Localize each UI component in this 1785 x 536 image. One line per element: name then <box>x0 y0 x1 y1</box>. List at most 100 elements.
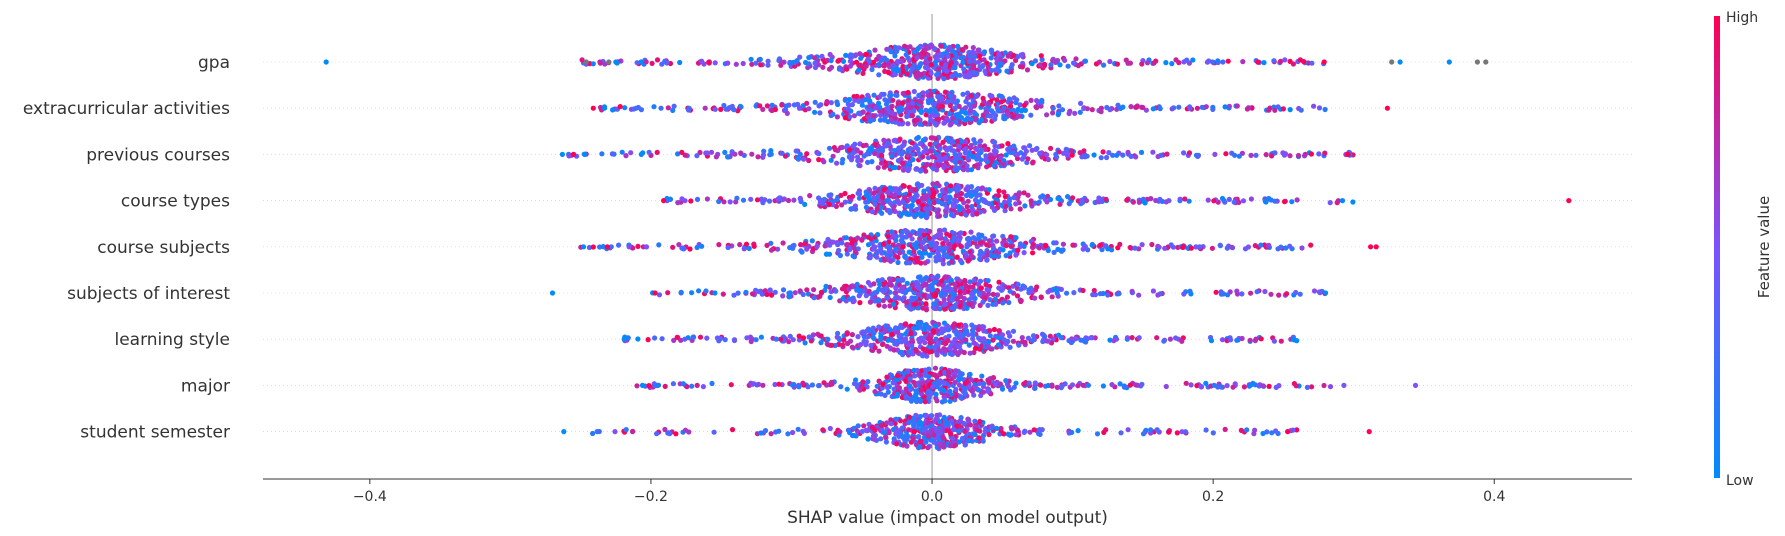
data-point <box>1133 382 1139 388</box>
data-point <box>934 117 940 123</box>
data-point <box>846 96 853 103</box>
data-point <box>1287 153 1293 159</box>
data-point <box>760 106 766 112</box>
data-point <box>935 273 941 279</box>
data-point <box>954 331 960 338</box>
data-point <box>658 105 664 111</box>
data-point <box>889 337 895 343</box>
data-point <box>953 119 959 125</box>
data-point <box>760 382 766 388</box>
data-point <box>1242 246 1249 252</box>
data-point <box>1007 250 1013 256</box>
data-point <box>1258 336 1264 342</box>
data-point <box>1118 105 1124 111</box>
data-point <box>804 287 810 293</box>
data-point <box>1205 197 1211 203</box>
data-point <box>828 58 834 64</box>
data-point <box>910 198 916 204</box>
data-point <box>828 379 835 385</box>
data-point <box>854 281 860 287</box>
data-point <box>886 239 892 245</box>
data-point <box>843 235 849 241</box>
data-point <box>1105 292 1111 298</box>
data-point <box>955 43 961 49</box>
data-point <box>1081 105 1087 111</box>
data-point <box>1099 247 1105 253</box>
data-point <box>800 335 807 341</box>
data-point <box>654 431 660 437</box>
data-point <box>908 330 914 337</box>
data-point <box>721 199 727 205</box>
data-point <box>1219 195 1226 202</box>
data-point <box>690 334 696 340</box>
data-point <box>1005 141 1011 147</box>
data-point <box>1231 199 1237 205</box>
data-point <box>743 241 750 247</box>
data-point <box>1008 103 1014 109</box>
data-point <box>913 392 919 398</box>
data-point <box>860 288 866 294</box>
data-point <box>879 148 886 154</box>
data-point <box>1280 106 1286 112</box>
data-point <box>799 249 805 255</box>
data-point <box>768 247 775 253</box>
data-point <box>869 209 875 215</box>
data-point <box>966 59 972 65</box>
data-point <box>905 89 911 96</box>
data-point <box>954 254 960 260</box>
data-point <box>953 368 959 374</box>
data-point <box>975 327 982 333</box>
data-point <box>734 195 740 201</box>
data-point <box>967 108 973 114</box>
outlier-point <box>606 59 612 65</box>
data-point <box>1008 159 1014 165</box>
data-point <box>939 53 945 59</box>
data-point <box>966 101 972 107</box>
data-point <box>834 99 840 105</box>
data-point <box>865 159 871 165</box>
data-point <box>821 159 827 165</box>
data-point <box>853 52 859 58</box>
data-point <box>916 150 922 156</box>
data-point <box>927 200 933 206</box>
data-point <box>853 59 860 65</box>
data-point <box>930 154 936 160</box>
data-point <box>1030 250 1036 256</box>
data-point <box>1011 143 1017 149</box>
data-point <box>988 253 995 259</box>
data-point <box>959 338 965 344</box>
outlier-point <box>1384 105 1390 111</box>
data-point <box>958 375 964 382</box>
data-point <box>1335 198 1341 204</box>
data-point <box>947 398 953 404</box>
data-point <box>694 382 700 388</box>
data-point <box>990 162 996 168</box>
data-point <box>768 148 774 154</box>
data-point <box>958 415 964 421</box>
data-point <box>891 204 897 210</box>
data-point <box>1069 429 1075 435</box>
data-point <box>791 197 797 203</box>
data-point <box>1001 337 1007 343</box>
data-point <box>1107 58 1113 65</box>
data-point <box>1188 291 1194 297</box>
data-point <box>789 382 796 388</box>
data-point <box>590 430 596 437</box>
data-point <box>1084 153 1090 159</box>
data-point <box>891 347 897 353</box>
data-point <box>851 425 857 431</box>
data-point <box>1034 98 1040 104</box>
data-point <box>877 337 884 343</box>
data-point <box>920 239 926 246</box>
data-point <box>884 252 890 258</box>
data-point <box>947 233 953 239</box>
data-point <box>896 45 902 51</box>
data-point <box>818 333 824 339</box>
data-point <box>875 278 881 284</box>
data-point <box>871 113 877 119</box>
data-point <box>872 185 878 191</box>
data-point <box>914 54 920 61</box>
data-point <box>995 193 1002 199</box>
data-point <box>906 304 912 311</box>
data-point <box>992 151 998 157</box>
